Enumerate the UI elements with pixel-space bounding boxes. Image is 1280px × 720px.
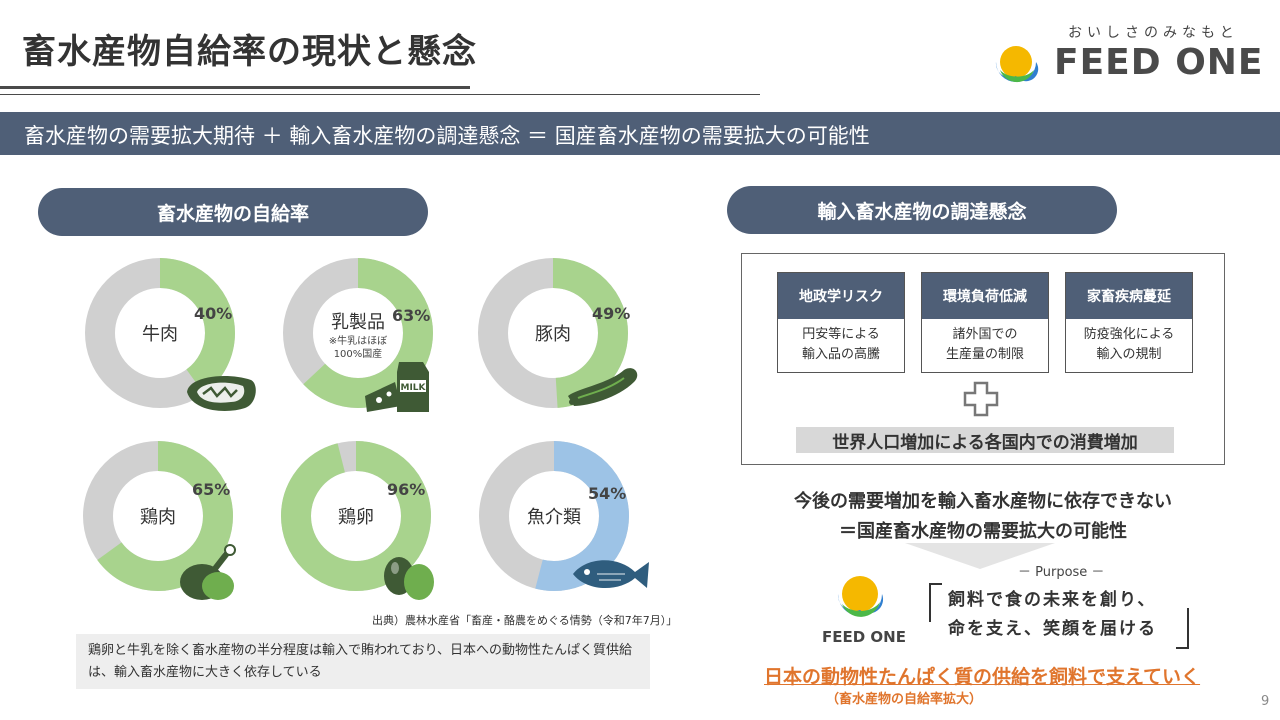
- purpose-brackets: [929, 583, 1189, 649]
- feed-one-logo-icon: [995, 46, 1039, 83]
- svg-text:MILK: MILK: [400, 383, 426, 393]
- fish-icon: [573, 560, 649, 589]
- risk-card-disease: 家畜疾病蔓延 防疫強化による 輸入の規制: [1065, 272, 1193, 373]
- formula-banner-text: 畜水産物の需要拡大期待 ＋ 輸入畜水産物の調達懸念 ＝ 国産畜水産物の需要拡大の…: [24, 124, 870, 148]
- steak-icon: [187, 376, 256, 411]
- donut-segment: [83, 441, 233, 591]
- self-sufficiency-heading: 畜水産物の自給率: [38, 188, 428, 236]
- risk-card-title: 地政学リスク: [778, 273, 904, 319]
- title-underline-thin: [0, 94, 760, 95]
- purpose-label: － Purpose －: [1018, 565, 1105, 580]
- donut-chart: [478, 258, 628, 408]
- donut-segment: [281, 441, 431, 591]
- risk-frame: [741, 253, 1225, 465]
- mission-statement: 日本の動物性たんぱく質の供給を飼料で支えていく: [764, 666, 1201, 688]
- donut-label: 豚肉: [535, 324, 571, 345]
- donut-percentage: 40%: [194, 304, 233, 323]
- feed-one-logo-text: FEED ONE: [822, 628, 906, 646]
- risk-card-body: 諸外国での 生産量の制限: [945, 327, 1024, 362]
- risk-card-body: 防疫強化による 輸入の規制: [1083, 327, 1175, 362]
- title-underline: [0, 86, 470, 89]
- donut-charts: MILK: [83, 258, 649, 600]
- donut-note: ※牛乳はほぼ 100%国産: [328, 336, 388, 360]
- donut-label: 乳製品: [331, 312, 385, 333]
- risk-card-body: 円安等による 輸入品の高騰: [801, 327, 880, 362]
- sausage-icon: [568, 368, 638, 406]
- eggs-icon: [384, 557, 434, 600]
- donut-segment: [478, 258, 628, 408]
- donut-chart: [281, 441, 431, 591]
- donut-label: 牛肉: [142, 324, 178, 345]
- data-source: 出典）農林水産省「畜産・酪農をめぐる情勢（令和7年7月）」: [372, 614, 678, 627]
- donut-chart: [283, 258, 433, 408]
- donut-label: 鶏肉: [140, 507, 176, 528]
- consumption-text: 世界人口増加による各国内での消費増加: [832, 432, 1138, 453]
- donut-percentage: 54%: [588, 484, 627, 503]
- risk-card-title: 家畜疾病蔓延: [1066, 273, 1192, 319]
- cheese-milk-icon: MILK: [365, 362, 429, 412]
- risk-card-title: 環境負荷低減: [922, 273, 1048, 319]
- donut-segment: [283, 258, 433, 408]
- slide-title: 畜水産物自給率の現状と懸念: [22, 32, 477, 72]
- donut-segment: [479, 441, 629, 591]
- procurement-concern-heading: 輸入畜水産物の調達懸念: [727, 186, 1117, 234]
- donut-label: 鶏卵: [338, 507, 374, 528]
- risk-card-environment: 環境負荷低減 諸外国での 生産量の制限: [921, 272, 1049, 373]
- summary-note: 鶏卵と牛乳を除く畜水産物の半分程度は輸入で賄われており、日本への動物性たんぱく質…: [76, 634, 650, 689]
- purpose-statement: 飼料で食の未来を創り、 命を支え、笑顔を届ける: [948, 590, 1157, 639]
- formula-banner: [0, 112, 1280, 155]
- brand-logo-text: FEED ONE: [1054, 42, 1264, 83]
- plus-icon: [963, 381, 999, 417]
- conclusion-line-2: ＝国産畜水産物の需要拡大の可能性: [839, 521, 1127, 542]
- donut-chart: [479, 441, 629, 591]
- donut-percentage: 96%: [387, 480, 426, 499]
- conclusion-line-1: 今後の需要増加を輸入畜水産物に依存できない: [794, 491, 1172, 512]
- donut-percentage: 49%: [592, 304, 631, 323]
- donut-percentage: 65%: [192, 480, 231, 499]
- chicken-leg-icon: [180, 544, 236, 600]
- donut-percentage: 63%: [392, 306, 431, 325]
- donut-chart: [85, 258, 235, 408]
- feed-one-logo-icon: [837, 576, 884, 617]
- down-arrow-icon: [905, 543, 1055, 569]
- donut-segment: [85, 258, 235, 408]
- donut-label: 魚介類: [527, 507, 581, 528]
- mission-subtext: （畜水産物の自給率拡大）: [826, 692, 983, 707]
- brand-tagline: おいしさのみなもと: [1068, 25, 1239, 41]
- consumption-highlight: [796, 427, 1174, 453]
- page-number: 9: [1261, 694, 1270, 709]
- risk-card-geopolitical: 地政学リスク 円安等による 輸入品の高騰: [777, 272, 905, 373]
- donut-chart: [83, 441, 233, 591]
